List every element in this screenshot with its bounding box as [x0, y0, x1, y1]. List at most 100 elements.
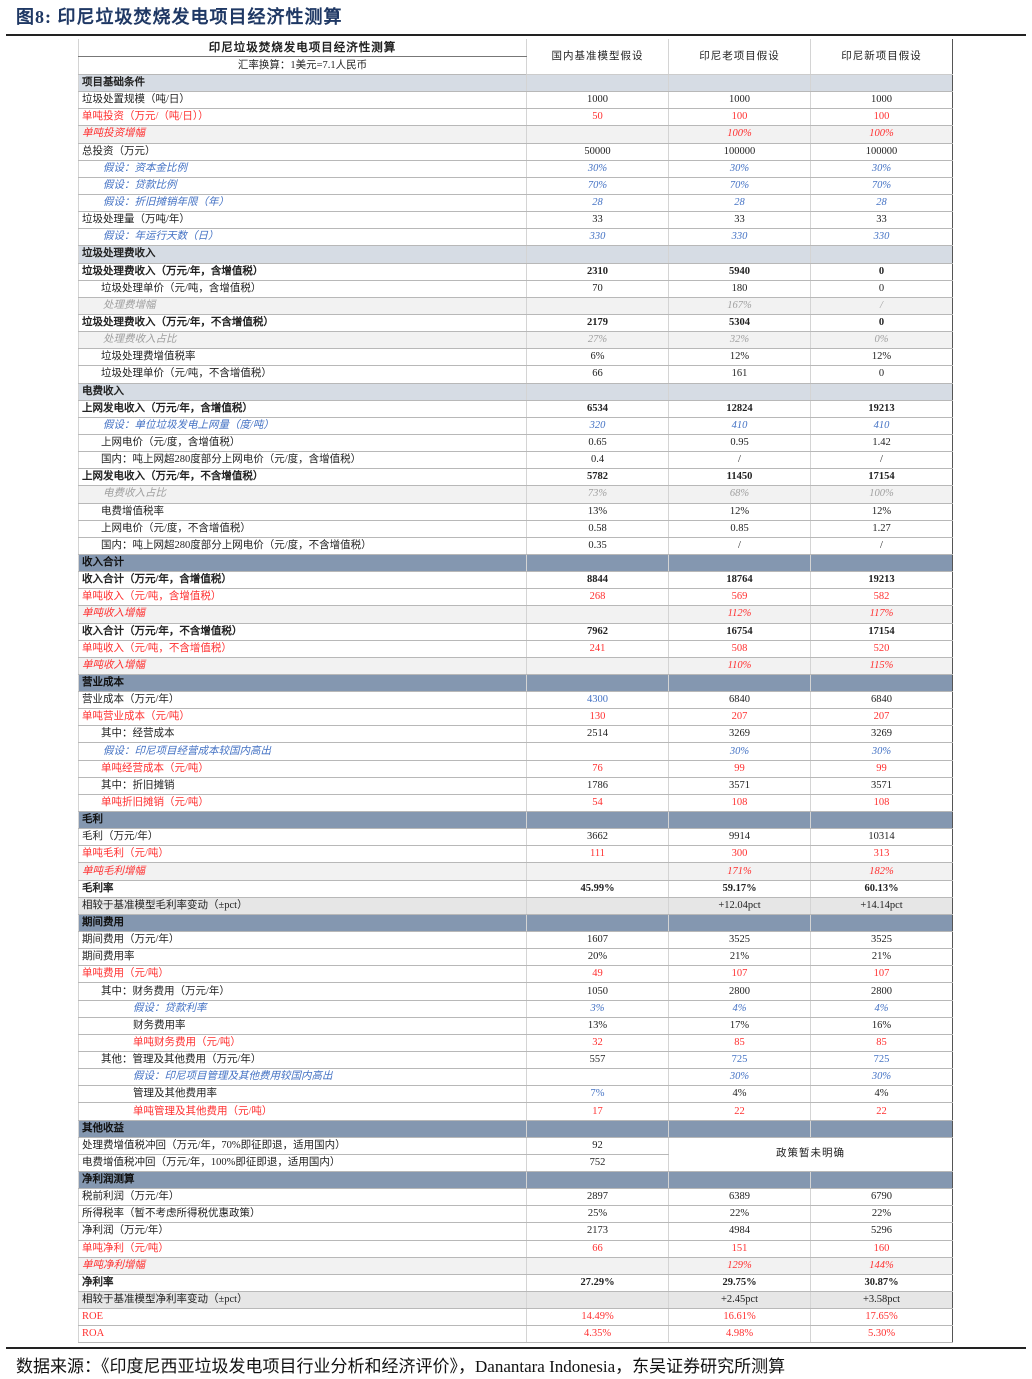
section-header-row: 期间费用: [78, 914, 953, 933]
value-cell: 151: [668, 1240, 811, 1258]
row-label: 期间费用: [78, 914, 527, 933]
table-row: 单吨经营成本（元/吨） 76 99 99: [78, 760, 953, 778]
value-cell: 3571: [668, 777, 811, 795]
value-cell: 16.61%: [668, 1308, 811, 1327]
policy-unclear-note: 政策暂未明确: [668, 1137, 953, 1173]
row-label: 国内：吨上网超280度部分上网电价（元/度，不含增值税）: [78, 537, 527, 555]
value-cell: [810, 674, 953, 693]
table-row: 相较于基准模型毛利率变动（±pct） +12.04pct +14.14pct: [78, 897, 953, 915]
value-cell: 28: [668, 194, 811, 213]
row-label: 电费增值税冲回（万元/年，100%即征即退，适用国内）: [78, 1154, 527, 1173]
value-cell: 100: [668, 108, 811, 127]
value-cell: 73%: [526, 485, 669, 504]
value-cell: [526, 674, 669, 693]
value-cell: 19213: [810, 400, 953, 418]
value-cell: 1050: [526, 982, 669, 1001]
value-cell: 7962: [526, 623, 669, 641]
value-cell: 33: [668, 211, 811, 230]
value-cell: 6790: [810, 1188, 953, 1207]
value-cell: 66: [526, 365, 669, 384]
value-cell: 2514: [526, 725, 669, 744]
value-cell: [526, 1068, 669, 1087]
row-label: 其中：折旧摊销: [78, 777, 527, 795]
value-cell: [526, 383, 669, 401]
value-cell: 100: [810, 108, 953, 127]
value-cell: 1000: [526, 91, 669, 110]
table-row: 管理及其他费用率 7% 4% 4%: [78, 1085, 953, 1104]
value-cell: 108: [668, 794, 811, 813]
value-cell: 3269: [810, 725, 953, 744]
table-row: 假设：折旧摊销年限（年） 28 28 28: [78, 194, 953, 213]
value-cell: 3525: [668, 931, 811, 950]
value-cell: 268: [526, 588, 669, 607]
value-cell: [810, 554, 953, 573]
value-cell: 241: [526, 640, 669, 658]
value-cell: 6389: [668, 1188, 811, 1207]
value-cell: 66: [526, 1240, 669, 1258]
row-label: 单吨收入增幅: [78, 605, 527, 624]
value-cell: 12%: [668, 348, 811, 367]
value-cell: 30%: [810, 742, 953, 761]
value-cell: 115%: [810, 657, 953, 675]
row-label: 税前利润（万元/年）: [78, 1188, 527, 1207]
value-cell: +3.58pct: [810, 1291, 953, 1310]
value-cell: 4%: [668, 1000, 811, 1018]
value-cell: 28: [526, 194, 669, 213]
table-row: ROE 14.49% 16.61% 17.65%: [78, 1308, 953, 1327]
column-header-indonesia-new: 印尼新项目假设: [810, 39, 953, 75]
value-cell: 117%: [810, 605, 953, 624]
value-cell: 4%: [810, 1085, 953, 1104]
table-row: 假设：年运行天数（日） 330 330 330: [78, 228, 953, 247]
table-row: 净利率 27.29% 29.75% 30.87%: [78, 1274, 953, 1292]
value-cell: 557: [526, 1051, 669, 1070]
value-cell: 17%: [668, 1017, 811, 1035]
value-cell: [810, 914, 953, 933]
value-cell: 207: [668, 708, 811, 727]
row-label: 垃圾处理费收入（万元/年，不含增值税）: [78, 314, 527, 333]
table-row: 营业成本（万元/年） 4300 6840 6840: [78, 691, 953, 710]
economics-table: 印尼垃圾焚烧发电项目经济性测算 国内基准模型假设 印尼老项目假设 印尼新项目假设…: [78, 39, 953, 1344]
row-label: 净利润测算: [78, 1171, 527, 1190]
value-cell: 107: [810, 965, 953, 984]
value-cell: [526, 297, 669, 315]
value-cell: 2800: [668, 982, 811, 1001]
row-label: 垃圾处理量（万吨/年）: [78, 211, 527, 230]
row-label: 假设：折旧摊销年限（年）: [78, 194, 527, 213]
value-cell: 30%: [668, 742, 811, 761]
value-cell: 100000: [668, 143, 811, 161]
value-cell: 25%: [526, 1205, 669, 1224]
value-cell: 92: [526, 1137, 669, 1155]
value-cell: 100%: [668, 125, 811, 144]
value-cell: 45.99%: [526, 880, 669, 898]
value-cell: [526, 811, 669, 830]
row-label: 垃圾处理费增值税率: [78, 348, 527, 367]
value-cell: [526, 605, 669, 624]
value-cell: 0: [810, 280, 953, 298]
value-cell: [668, 1120, 811, 1138]
value-cell: 3662: [526, 828, 669, 847]
row-label: 单吨投资增幅: [78, 125, 527, 144]
section-header-row: 净利润测算: [78, 1171, 953, 1190]
value-cell: 520: [810, 640, 953, 658]
value-cell: 50000: [526, 143, 669, 161]
table-row: 上网电价（元/度，含增值税） 0.65 0.95 1.42: [78, 434, 953, 453]
row-label: 单吨收入（元/吨，含增值税）: [78, 588, 527, 607]
value-cell: 3269: [668, 725, 811, 744]
table-row: 垃圾处理费收入（万元/年，不含增值税） 2179 5304 0: [78, 314, 953, 333]
table-row: 电费增值税率 13% 12% 12%: [78, 503, 953, 521]
value-cell: 167%: [668, 297, 811, 315]
table-row: 总投资（万元） 50000 100000 100000: [78, 143, 953, 161]
row-label: 假设：贷款利率: [78, 1000, 527, 1018]
table-row: 垃圾处置规模（吨/日） 1000 1000 1000: [78, 91, 953, 110]
table-row: 垃圾处理费收入（万元/年，含增值税） 2310 5940 0: [78, 263, 953, 281]
table-row: 单吨毛利增幅 171% 182%: [78, 862, 953, 881]
value-cell: 110%: [668, 657, 811, 675]
value-cell: 9914: [668, 828, 811, 847]
value-cell: 330: [526, 228, 669, 247]
value-cell: 50: [526, 108, 669, 127]
table-row: 处理费收入占比 27% 32% 0%: [78, 331, 953, 350]
value-cell: 54: [526, 794, 669, 813]
value-cell: /: [810, 537, 953, 555]
row-label: 单吨毛利（元/吨）: [78, 845, 527, 864]
value-cell: 18764: [668, 571, 811, 590]
